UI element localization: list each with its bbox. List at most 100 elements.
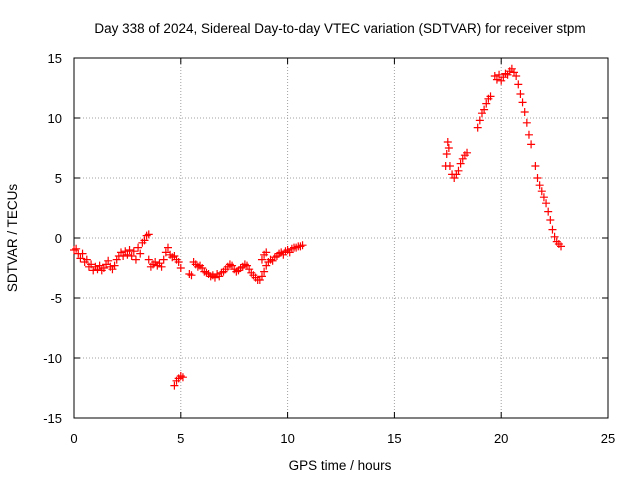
data-point xyxy=(475,116,484,125)
data-point xyxy=(492,75,501,84)
data-point xyxy=(548,225,557,234)
data-point xyxy=(533,174,542,182)
data-point xyxy=(125,246,134,254)
data-point xyxy=(174,258,183,266)
x-tick-label: 10 xyxy=(280,431,294,446)
data-point xyxy=(131,255,140,264)
data-point xyxy=(546,216,555,224)
data-point xyxy=(134,243,143,252)
data-point xyxy=(104,256,113,265)
x-tick-label: 5 xyxy=(177,431,184,446)
chart-title: Day 338 of 2024, Sidereal Day-to-day VTE… xyxy=(94,21,585,36)
y-tick-label: -15 xyxy=(43,411,62,426)
y-tick-label: 10 xyxy=(48,111,62,126)
data-point xyxy=(159,255,168,264)
data-point xyxy=(121,247,130,256)
x-tick-label: 0 xyxy=(70,431,77,446)
data-point xyxy=(450,174,459,182)
data-point xyxy=(176,264,185,272)
data-point xyxy=(129,247,138,256)
data-point xyxy=(262,261,271,270)
data-point xyxy=(163,243,172,252)
data-point xyxy=(157,262,166,271)
data-point xyxy=(531,162,540,170)
data-point xyxy=(119,252,128,260)
data-point xyxy=(185,270,194,278)
y-tick-label: -10 xyxy=(43,351,62,366)
data-point xyxy=(228,261,237,270)
y-axis-label: SDTVAR / TECUs xyxy=(5,184,20,293)
data-point xyxy=(161,248,170,257)
data-point xyxy=(458,154,467,163)
data-point xyxy=(535,181,544,190)
data-point xyxy=(144,230,153,239)
data-point xyxy=(537,187,546,196)
data-point xyxy=(452,170,461,179)
data-point xyxy=(522,118,531,127)
data-point xyxy=(170,252,179,260)
data-point xyxy=(495,70,504,79)
x-tick-label: 25 xyxy=(601,431,615,446)
data-point xyxy=(72,244,81,253)
data-point xyxy=(257,255,266,264)
data-point xyxy=(110,261,119,270)
grid xyxy=(74,58,608,418)
y-tick-label: -5 xyxy=(50,291,62,306)
data-point xyxy=(544,207,553,216)
data-point xyxy=(136,249,145,258)
data-point xyxy=(78,249,87,258)
data-point xyxy=(456,159,465,168)
data-point xyxy=(527,140,536,149)
data-point xyxy=(170,381,179,390)
data-point xyxy=(298,241,307,250)
data-point xyxy=(482,99,491,108)
data-point xyxy=(140,236,149,245)
data-point xyxy=(296,242,305,251)
data-point xyxy=(443,138,452,146)
data-point xyxy=(123,250,132,259)
data-point xyxy=(127,252,136,260)
data-point xyxy=(520,108,529,116)
data-point xyxy=(95,261,104,270)
y-tick-label: 5 xyxy=(55,171,62,186)
data-point xyxy=(550,232,559,241)
x-axis-label: GPS time / hours xyxy=(289,458,392,473)
data-point xyxy=(187,271,196,280)
data-point xyxy=(257,272,266,281)
data-point xyxy=(473,123,482,132)
data-point xyxy=(445,162,454,170)
data-point xyxy=(524,130,533,139)
data-point xyxy=(178,373,187,382)
data-point xyxy=(539,193,548,202)
data-point xyxy=(144,255,153,264)
data-point xyxy=(76,254,85,263)
data-point xyxy=(514,80,523,89)
data-point xyxy=(512,72,521,80)
axis-ticks: 0 5 10 15 20 25 -15 -10 -5 0 5 10 15 xyxy=(43,51,615,446)
data-point xyxy=(542,199,551,208)
data-point xyxy=(518,98,527,107)
data-point xyxy=(268,256,277,265)
data-point xyxy=(557,242,566,251)
data-point xyxy=(454,166,463,175)
x-tick-label: 15 xyxy=(387,431,401,446)
data-point xyxy=(444,144,453,152)
data-point xyxy=(497,76,506,85)
data-point xyxy=(516,90,525,98)
data-point xyxy=(486,92,495,101)
data-point xyxy=(463,148,472,157)
data-point xyxy=(490,72,499,80)
y-tick-label: 0 xyxy=(55,231,62,246)
data-point xyxy=(442,150,451,158)
data-point xyxy=(260,267,269,276)
data-point xyxy=(217,268,226,277)
data-point xyxy=(87,260,96,269)
data-point xyxy=(262,248,271,257)
data-point xyxy=(477,109,486,118)
data-point xyxy=(112,255,121,264)
data-point xyxy=(89,266,98,275)
x-tick-label: 20 xyxy=(494,431,508,446)
y-tick-label: 15 xyxy=(48,51,62,66)
data-series xyxy=(70,64,566,390)
